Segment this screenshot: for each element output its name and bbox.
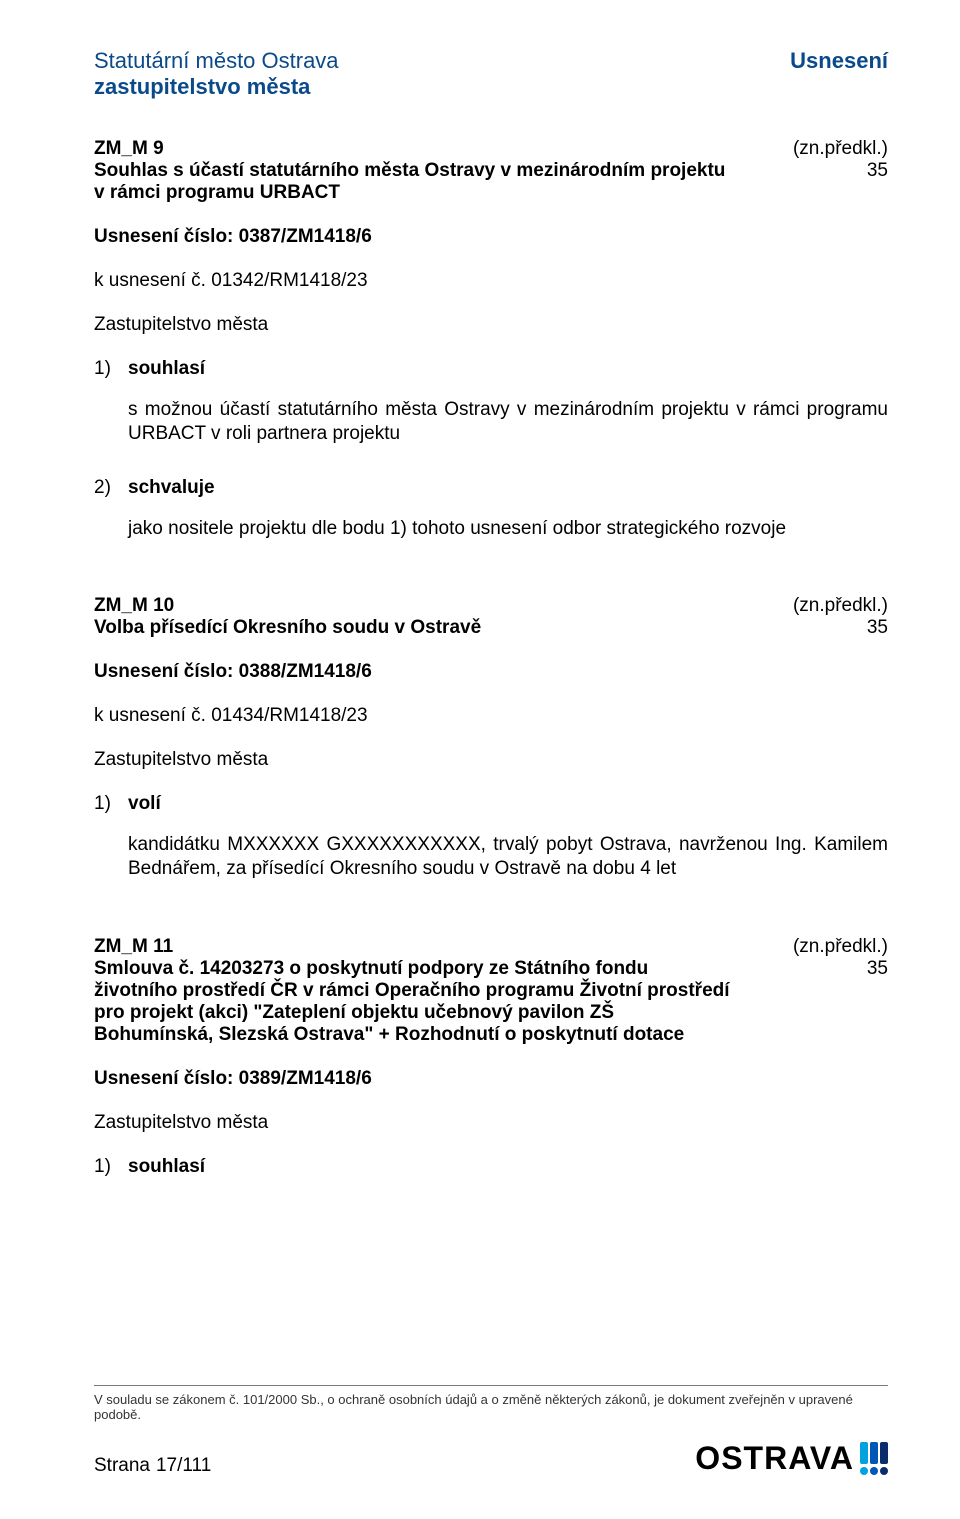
agenda-item: ZM_M 11 Smlouva č. 14203273 o poskytnutí… xyxy=(94,936,888,1178)
item-code: ZM_M 9 xyxy=(94,138,734,160)
document-type: Usnesení xyxy=(790,48,888,74)
point-number: 1) xyxy=(94,793,128,815)
point: 1) souhlasí xyxy=(94,358,888,380)
logo-text: OSTRAVA xyxy=(695,1440,854,1477)
footer-note: V souladu se zákonem č. 101/2000 Sb., o … xyxy=(94,1392,888,1422)
point-verb: schvaluje xyxy=(128,477,215,499)
submitter-number: 35 xyxy=(793,617,888,639)
page-footer: V souladu se zákonem č. 101/2000 Sb., o … xyxy=(94,1385,888,1477)
point: 2) schvaluje xyxy=(94,477,888,499)
reference: k usnesení č. 01342/RM1418/23 xyxy=(94,270,888,292)
footer-rule xyxy=(94,1385,888,1386)
point-number: 1) xyxy=(94,1156,128,1178)
point-verb: souhlasí xyxy=(128,358,205,380)
point-verb: volí xyxy=(128,793,161,815)
item-title: Volba přísedící Okresního soudu v Ostrav… xyxy=(94,617,481,639)
item-title: Smlouva č. 14203273 o poskytnutí podpory… xyxy=(94,958,734,1046)
submitter-label: (zn.předkl.) xyxy=(793,138,888,160)
point-text: jako nositele projektu dle bodu 1) tohot… xyxy=(128,517,888,541)
point-number: 2) xyxy=(94,477,128,499)
point-text: kandidátku MXXXXXX GXXXXXXXXXXX, trvalý … xyxy=(128,833,888,882)
resolution-number: Usnesení číslo: 0389/ZM1418/6 xyxy=(94,1068,888,1090)
org-subname: zastupitelstvo města xyxy=(94,74,339,100)
ostrava-logo: OSTRAVA xyxy=(695,1440,888,1477)
page-label: Strana xyxy=(94,1455,150,1477)
point-verb: souhlasí xyxy=(128,1156,205,1178)
submitter-mark: (zn.předkl.) 35 xyxy=(793,595,888,639)
item-title: Souhlas s účastí statutárního města Ostr… xyxy=(94,160,734,204)
submitter-label: (zn.předkl.) xyxy=(793,595,888,617)
agenda-item: ZM_M 9 Souhlas s účastí statutárního měs… xyxy=(94,138,888,541)
agenda-item: ZM_M 10 Volba přísedící Okresního soudu … xyxy=(94,595,888,882)
point: 1) souhlasí xyxy=(94,1156,888,1178)
resolution-number: Usnesení číslo: 0387/ZM1418/6 xyxy=(94,226,888,248)
reference: k usnesení č. 01434/RM1418/23 xyxy=(94,705,888,727)
submitter-number: 35 xyxy=(793,958,888,980)
org-block: Statutární město Ostrava zastupitelstvo … xyxy=(94,48,339,100)
logo-bangs-icon xyxy=(860,1442,888,1475)
submitter-mark: (zn.předkl.) 35 xyxy=(793,138,888,182)
submitter-number: 35 xyxy=(793,160,888,182)
item-code: ZM_M 10 xyxy=(94,595,481,617)
body-label: Zastupitelstvo města xyxy=(94,749,888,771)
point: 1) volí xyxy=(94,793,888,815)
point-text: s možnou účastí statutárního města Ostra… xyxy=(128,398,888,447)
page-value: 17/111 xyxy=(156,1455,211,1477)
document-header: Statutární město Ostrava zastupitelstvo … xyxy=(94,48,888,100)
submitter-label: (zn.předkl.) xyxy=(793,936,888,958)
point-number: 1) xyxy=(94,358,128,380)
resolution-number: Usnesení číslo: 0388/ZM1418/6 xyxy=(94,661,888,683)
page-counter: Strana 17/111 xyxy=(94,1455,211,1477)
submitter-mark: (zn.předkl.) 35 xyxy=(793,936,888,980)
body-label: Zastupitelstvo města xyxy=(94,1112,888,1134)
org-name: Statutární město Ostrava xyxy=(94,48,339,74)
body-label: Zastupitelstvo města xyxy=(94,314,888,336)
item-code: ZM_M 11 xyxy=(94,936,734,958)
